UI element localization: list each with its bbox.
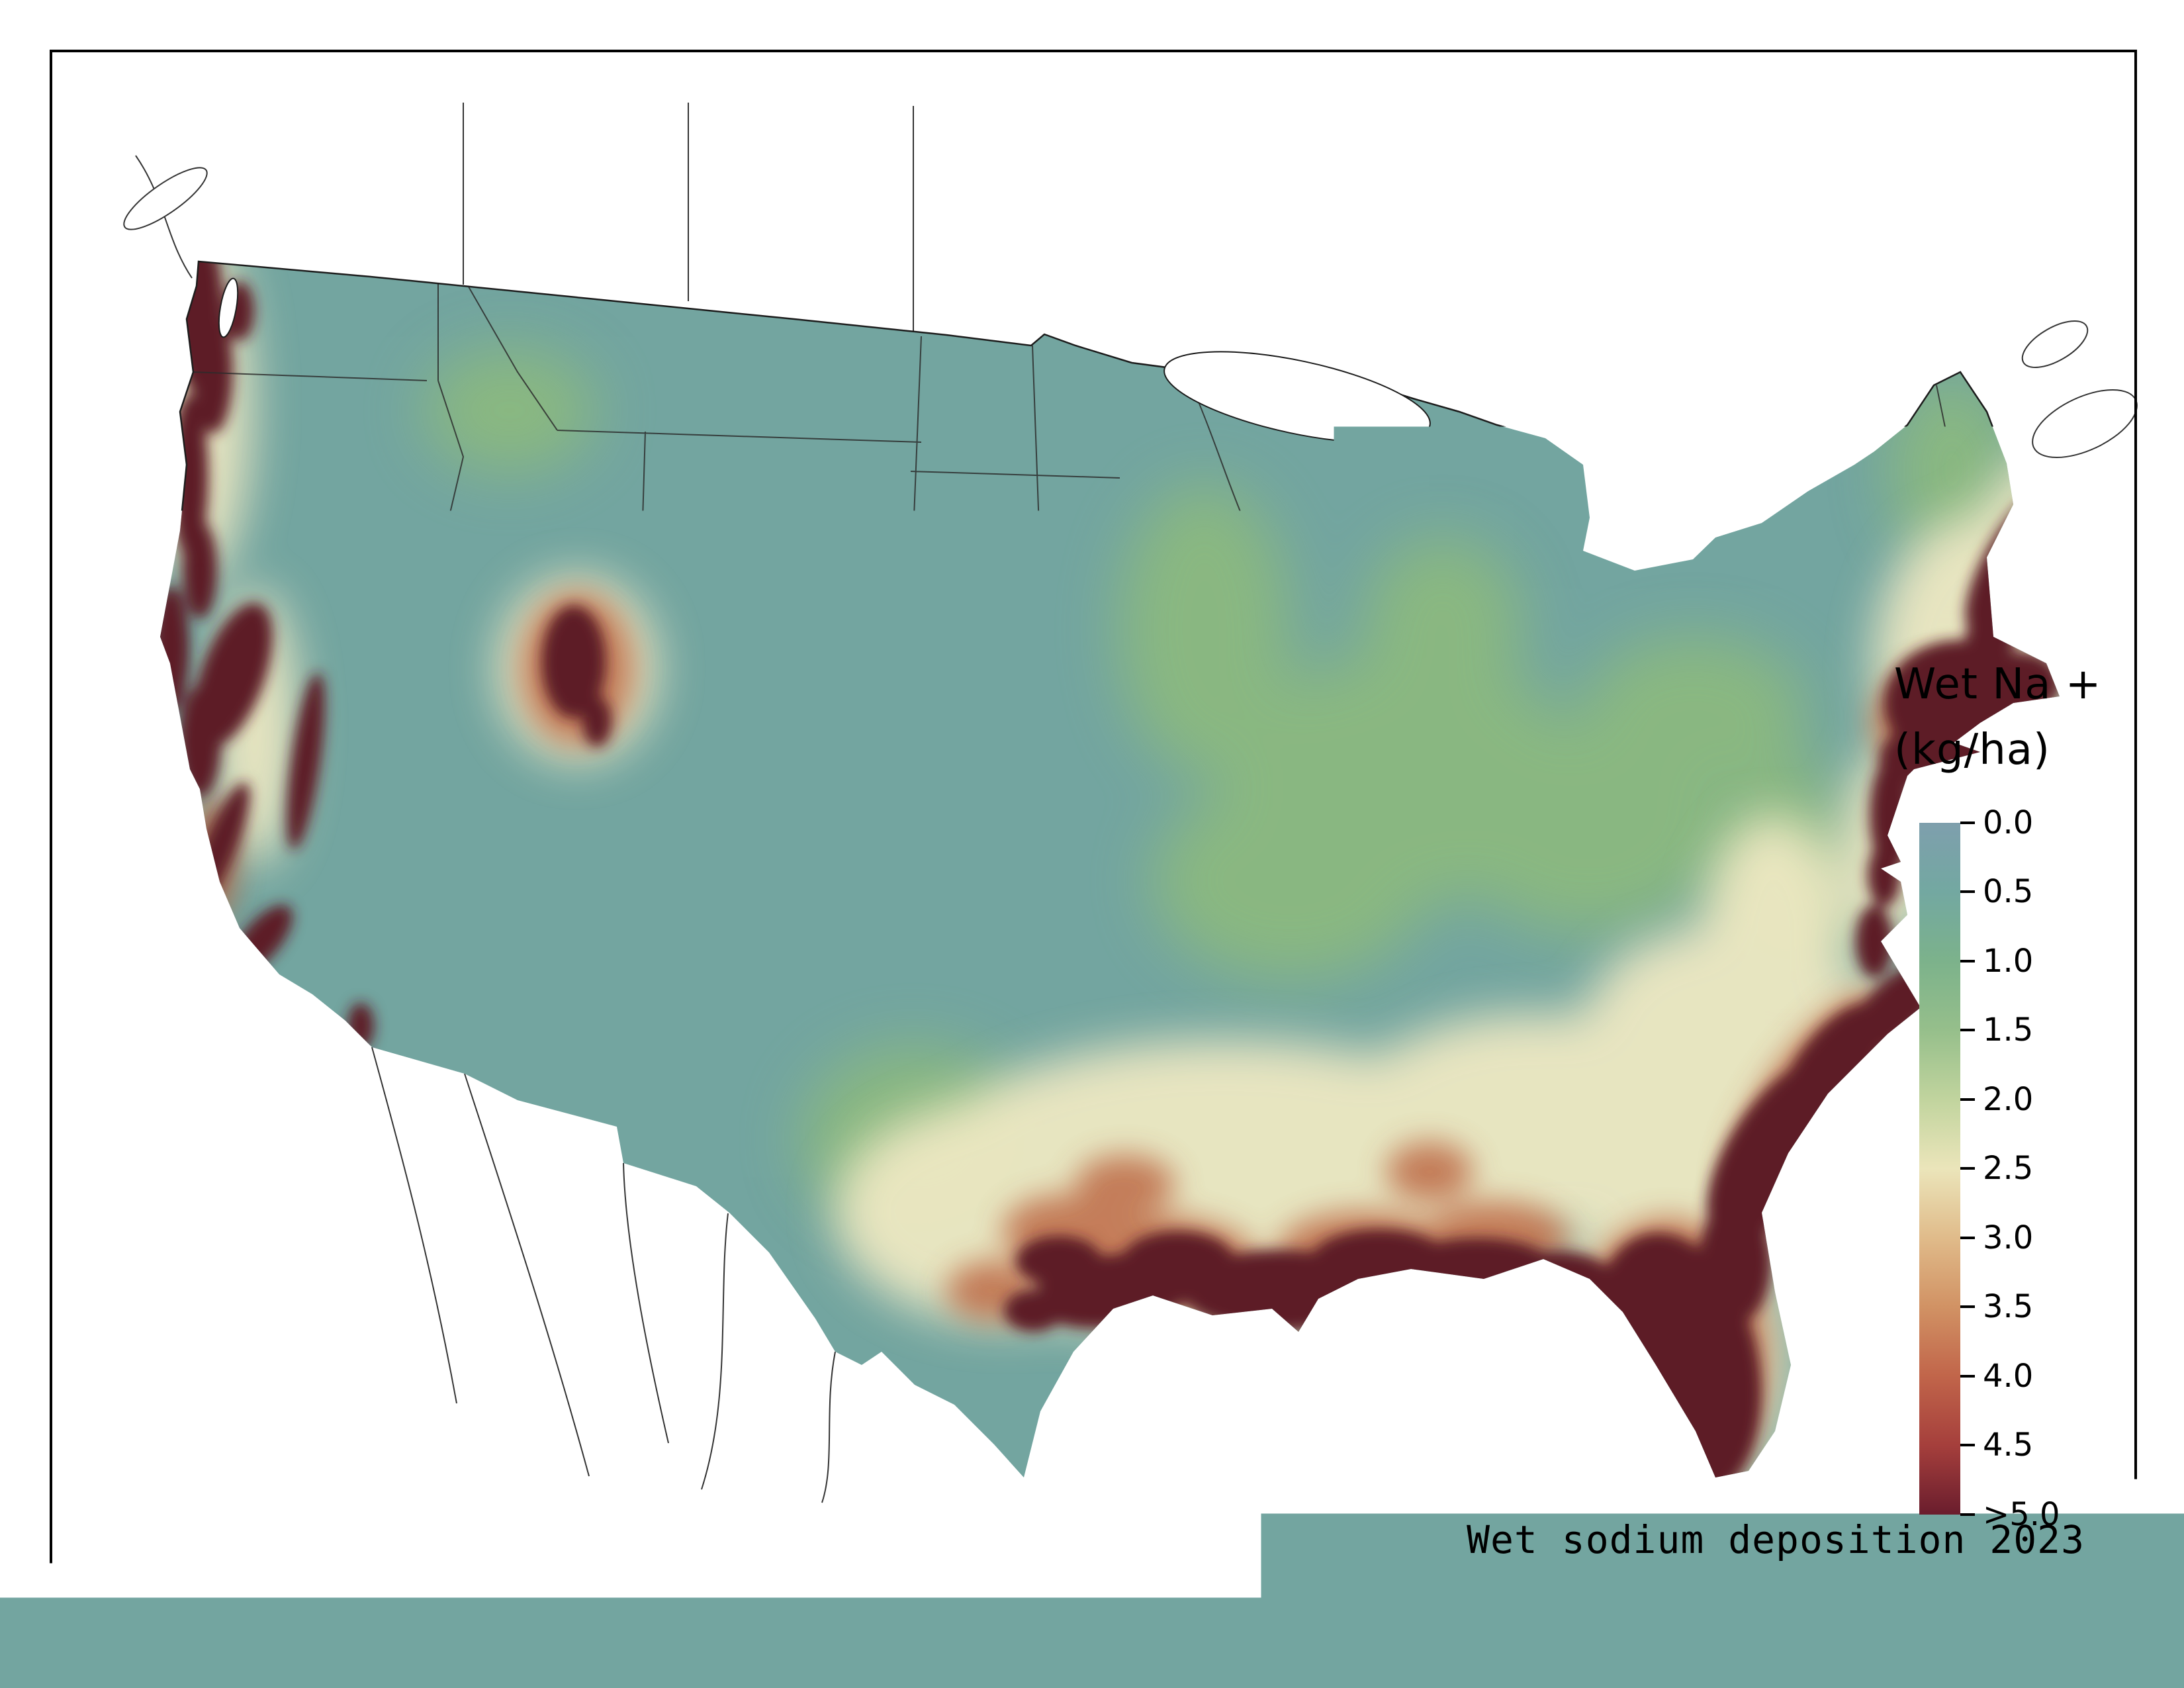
plot-frame	[50, 50, 2137, 1654]
figure-page: Wet Na + (kg/ha) 0.0 0.5 1.0 1.5 2.0 2.5…	[0, 0, 2184, 1688]
